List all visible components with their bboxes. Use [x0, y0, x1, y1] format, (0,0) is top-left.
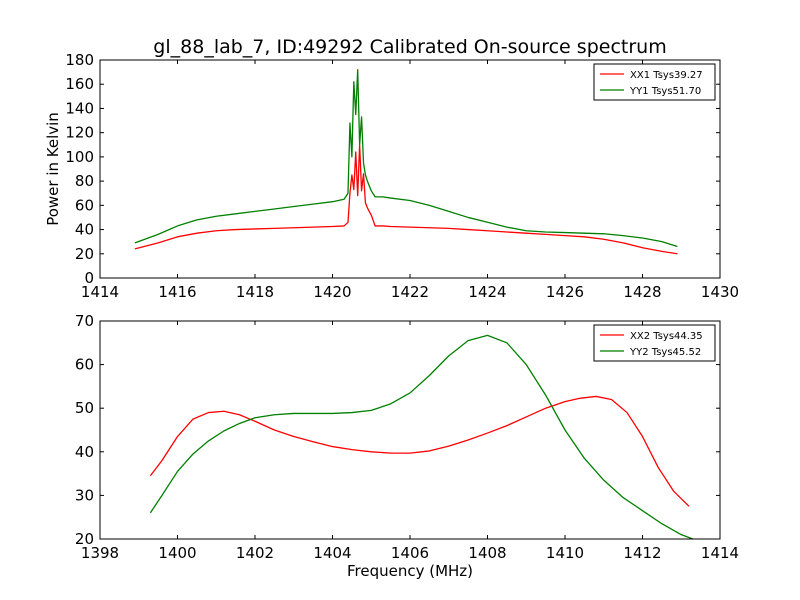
legend-label-1: XX2 Tsys44.35	[630, 331, 703, 342]
top-panel-legend: XX1 Tsys39.27 YY1 Tsys51.70	[593, 63, 716, 101]
y-tick-label: 40	[75, 221, 94, 239]
y-tick-label: 120	[65, 124, 94, 142]
legend-box	[593, 324, 716, 362]
x-tick-label: 1422	[391, 283, 429, 301]
x-tick-label: 1398	[81, 544, 119, 562]
bottom-panel-ticks: 1398 1400 1402 1404 1406 1408 1410 1412 1414 20 30…	[75, 312, 739, 562]
x-axis-label: Frequency (MHz)	[347, 562, 473, 580]
top-panel: 1414 1416 1418 1420 1422 1424 1426 1428 1430 0 20 4…	[44, 51, 739, 301]
x-tick-label: 1410	[546, 544, 584, 562]
bottom-panel: 1398 1400 1402 1404 1406 1408 1410 1412 1414 20 30…	[75, 312, 739, 580]
x-tick-label: 1424	[468, 283, 506, 301]
y-tick-label: 30	[75, 486, 94, 504]
series-line-2	[149, 334, 694, 540]
x-tick-label: 1420	[313, 283, 351, 301]
y-tick-label: 20	[75, 530, 94, 548]
bottom-panel-series	[149, 334, 694, 540]
y-tick-label: 20	[75, 245, 94, 263]
y-tick-label: 50	[75, 399, 94, 417]
x-tick-label: 1406	[391, 544, 429, 562]
y-tick-label: 40	[75, 443, 94, 461]
y-tick-label: 180	[65, 51, 94, 69]
top-y-axis-label: Power in Kelvin	[44, 112, 62, 226]
series-line-2	[134, 69, 678, 248]
bottom-panel-legend: XX2 Tsys44.35 YY2 Tsys45.52	[593, 324, 716, 362]
x-tick-label: 1400	[158, 544, 196, 562]
x-tick-label: 1430	[701, 283, 739, 301]
y-tick-label: 100	[65, 148, 94, 166]
top-panel-ticks: 1414 1416 1418 1420 1422 1424 1426 1428 1430 0 20 4…	[65, 51, 739, 301]
series-line-1	[134, 144, 678, 255]
x-tick-label: 1428	[623, 283, 661, 301]
y-tick-label: 60	[75, 196, 94, 214]
y-tick-label: 140	[65, 99, 94, 117]
x-tick-label: 1402	[236, 544, 274, 562]
legend-box	[593, 63, 716, 101]
series-line-1	[149, 395, 690, 507]
x-tick-label: 1416	[158, 283, 196, 301]
y-tick-label: 60	[75, 356, 94, 374]
x-tick-label: 1412	[623, 544, 661, 562]
x-tick-label: 1418	[236, 283, 274, 301]
legend-label-2: YY2 Tsys45.52	[629, 347, 701, 358]
legend-label-2: YY1 Tsys51.70	[629, 86, 701, 97]
chart-title: gl_88_lab_7, ID:49292 Calibrated On-sour…	[153, 36, 666, 58]
x-tick-label: 1426	[546, 283, 584, 301]
y-tick-label: 160	[65, 75, 94, 93]
x-tick-label: 1414	[81, 283, 119, 301]
legend-label-1: XX1 Tsys39.27	[630, 70, 703, 81]
y-tick-label: 70	[75, 312, 94, 330]
y-tick-label: 80	[75, 172, 94, 190]
y-tick-label: 0	[84, 269, 94, 287]
x-tick-label: 1414	[701, 544, 739, 562]
top-panel-series	[134, 69, 678, 255]
x-tick-label: 1404	[313, 544, 351, 562]
x-tick-label: 1408	[468, 544, 506, 562]
